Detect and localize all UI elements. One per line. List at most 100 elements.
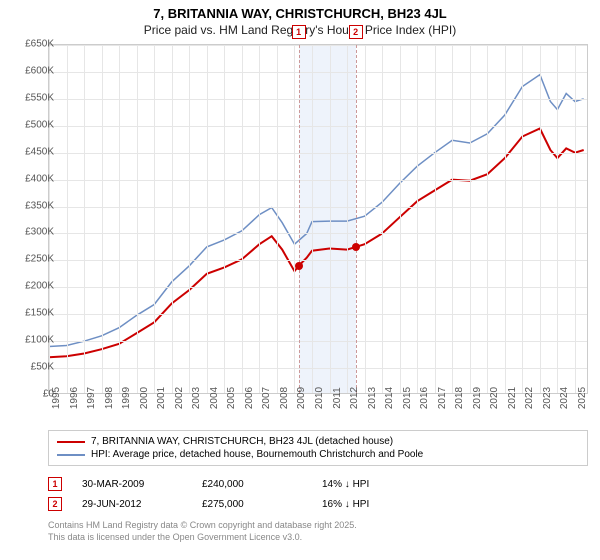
legend-row-hpi: HPI: Average price, detached house, Bour… (57, 448, 579, 461)
price-chart: 7, BRITANNIA WAY, CHRISTCHURCH, BH23 4JL… (0, 0, 600, 560)
x-axis-label: 2010 (314, 387, 325, 409)
gridline (259, 45, 260, 393)
credit-line: Contains HM Land Registry data © Crown c… (48, 520, 588, 532)
x-axis-label: 2018 (454, 387, 465, 409)
y-axis-label: £450K (25, 146, 54, 157)
gridline (452, 45, 453, 393)
y-axis-label: £150K (25, 308, 54, 319)
gridline (49, 233, 587, 234)
y-axis-label: £350K (25, 200, 54, 211)
gridline (382, 45, 383, 393)
gridline (49, 180, 587, 181)
gridline (435, 45, 436, 393)
transaction-row: 1 30-MAR-2009 £240,000 14% ↓ HPI (48, 474, 588, 494)
line-series-svg (49, 45, 589, 395)
y-axis-label: £400K (25, 173, 54, 184)
gridline (417, 45, 418, 393)
gridline (49, 126, 587, 127)
gridline (365, 45, 366, 393)
transaction-marker: 1 (292, 25, 306, 39)
x-axis-label: 1995 (51, 387, 62, 409)
gridline (557, 45, 558, 393)
gridline (207, 45, 208, 393)
gridline (575, 45, 576, 393)
transaction-date: 30-MAR-2009 (82, 479, 182, 490)
legend-swatch-icon (57, 454, 85, 456)
x-axis-label: 1997 (86, 387, 97, 409)
gridline (49, 99, 587, 100)
transaction-delta: 14% ↓ HPI (322, 479, 422, 490)
y-axis-label: £250K (25, 254, 54, 265)
x-axis-label: 2015 (402, 387, 413, 409)
transaction-line (299, 45, 300, 393)
transaction-point-icon (295, 262, 303, 270)
transaction-point-icon (352, 243, 360, 251)
gridline (67, 45, 68, 393)
x-axis-label: 2024 (559, 387, 570, 409)
x-axis-label: 2009 (296, 387, 307, 409)
x-axis-label: 2025 (577, 387, 588, 409)
chart-title: 7, BRITANNIA WAY, CHRISTCHURCH, BH23 4JL (0, 6, 600, 21)
x-axis-label: 2022 (524, 387, 535, 409)
gridline (470, 45, 471, 393)
gridline (487, 45, 488, 393)
legend-label: HPI: Average price, detached house, Bour… (91, 449, 423, 460)
gridline (400, 45, 401, 393)
gridline (505, 45, 506, 393)
y-axis-label: £650K (25, 39, 54, 50)
transaction-table: 1 30-MAR-2009 £240,000 14% ↓ HPI 2 29-JUN-201… (48, 474, 588, 514)
legend-label: 7, BRITANNIA WAY, CHRISTCHURCH, BH23 4JL… (91, 436, 393, 447)
x-axis-label: 2002 (174, 387, 185, 409)
transaction-row: 2 29-JUN-2012 £275,000 16% ↓ HPI (48, 494, 588, 514)
legend: 7, BRITANNIA WAY, CHRISTCHURCH, BH23 4JL… (48, 430, 588, 466)
gridline (49, 72, 587, 73)
gridline (330, 45, 331, 393)
gridline (49, 260, 587, 261)
transaction-delta: 16% ↓ HPI (322, 499, 422, 510)
gridline (49, 207, 587, 208)
legend-swatch-icon (57, 441, 85, 443)
gridline (154, 45, 155, 393)
gridline (242, 45, 243, 393)
gridline (119, 45, 120, 393)
gridline (277, 45, 278, 393)
credit-line: This data is licensed under the Open Gov… (48, 532, 588, 544)
gridline (49, 314, 587, 315)
gridline (49, 287, 587, 288)
gridline (522, 45, 523, 393)
transaction-line (356, 45, 357, 393)
x-axis-label: 2016 (419, 387, 430, 409)
gridline (294, 45, 295, 393)
x-axis-label: 2014 (384, 387, 395, 409)
gridline (49, 368, 587, 369)
x-axis-label: 1998 (104, 387, 115, 409)
x-axis-label: 2008 (279, 387, 290, 409)
x-axis-label: 2004 (209, 387, 220, 409)
x-axis-label: 2013 (367, 387, 378, 409)
x-axis-label: 2017 (437, 387, 448, 409)
y-axis-label: £550K (25, 92, 54, 103)
legend-and-table: 7, BRITANNIA WAY, CHRISTCHURCH, BH23 4JL… (48, 430, 588, 543)
x-axis-label: 2021 (507, 387, 518, 409)
x-axis-label: 2006 (244, 387, 255, 409)
transaction-number: 2 (48, 497, 62, 511)
y-axis-label: £600K (25, 65, 54, 76)
transaction-number: 1 (48, 477, 62, 491)
gridline (102, 45, 103, 393)
x-axis-label: 2000 (139, 387, 150, 409)
y-axis-label: £50K (31, 362, 54, 373)
gridline (49, 153, 587, 154)
gridline (172, 45, 173, 393)
transaction-marker: 2 (349, 25, 363, 39)
y-axis-label: £200K (25, 281, 54, 292)
gridline (540, 45, 541, 393)
x-axis-label: 1996 (69, 387, 80, 409)
gridline (49, 45, 587, 46)
gridline (347, 45, 348, 393)
transaction-price: £240,000 (202, 479, 302, 490)
transaction-date: 29-JUN-2012 (82, 499, 182, 510)
transaction-price: £275,000 (202, 499, 302, 510)
x-axis-label: 2012 (349, 387, 360, 409)
x-axis-label: 2019 (472, 387, 483, 409)
credit-text: Contains HM Land Registry data © Crown c… (48, 520, 588, 543)
